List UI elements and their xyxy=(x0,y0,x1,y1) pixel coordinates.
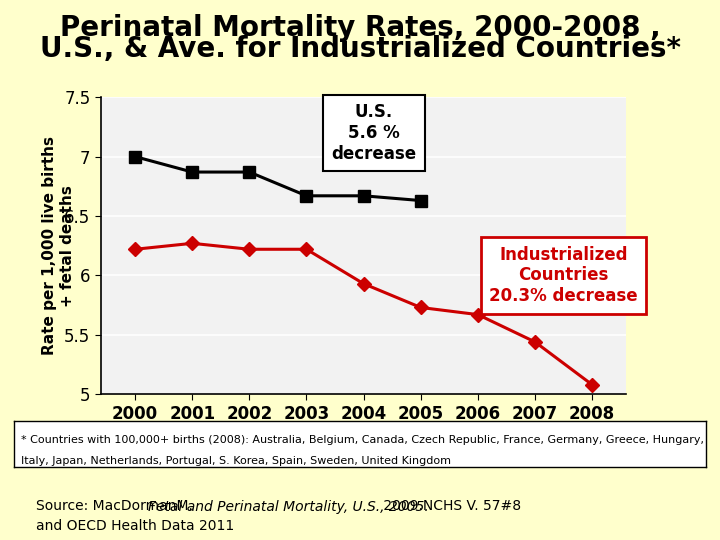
Text: 2009.NCHS V. 57#8: 2009.NCHS V. 57#8 xyxy=(379,500,521,514)
Text: * Countries with 100,000+ births (2008): Australia, Belgium, Canada, Czech Repub: * Countries with 100,000+ births (2008):… xyxy=(22,435,704,445)
Text: Industrialized
Countries
20.3% decrease: Industrialized Countries 20.3% decrease xyxy=(489,246,638,305)
Text: U.S., & Ave. for Industrialized Countries*: U.S., & Ave. for Industrialized Countrie… xyxy=(40,35,680,63)
Text: and OECD Health Data 2011: and OECD Health Data 2011 xyxy=(36,519,234,534)
Text: U.S.
5.6 %
decrease: U.S. 5.6 % decrease xyxy=(331,103,417,163)
Text: Perinatal Mortality Rates, 2000-2008 ,: Perinatal Mortality Rates, 2000-2008 , xyxy=(60,14,660,42)
Text: Fetal and Perinatal Mortality, U.S., 2005.: Fetal and Perinatal Mortality, U.S., 200… xyxy=(148,500,428,514)
Text: Source: MacDormanM.: Source: MacDormanM. xyxy=(36,500,197,514)
Y-axis label: Rate per 1,000 live births
+ fetal deaths: Rate per 1,000 live births + fetal death… xyxy=(42,136,75,355)
Text: Italy, Japan, Netherlands, Portugal, S. Korea, Spain, Sweden, United Kingdom: Italy, Japan, Netherlands, Portugal, S. … xyxy=(22,456,451,465)
